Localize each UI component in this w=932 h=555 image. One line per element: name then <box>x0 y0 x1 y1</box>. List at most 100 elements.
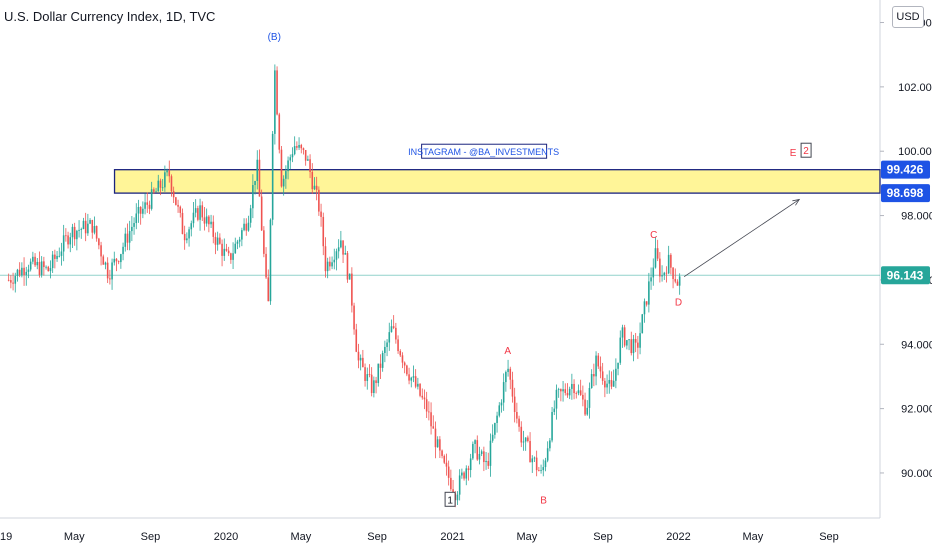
candle-body <box>219 237 221 244</box>
candle-body <box>311 171 314 190</box>
candle-body <box>373 380 375 394</box>
candle-body <box>615 368 617 381</box>
candle-body <box>643 301 646 315</box>
candle-body <box>397 339 399 352</box>
x-tick-label: May <box>516 531 537 543</box>
candle-body <box>670 254 672 268</box>
candle-body <box>458 475 461 495</box>
candle-body <box>230 253 232 260</box>
candle-body <box>388 332 391 343</box>
candle-body <box>54 254 56 259</box>
candle-body <box>560 389 562 392</box>
candle-body <box>582 394 584 400</box>
candle-body <box>498 405 501 416</box>
candle-body <box>65 235 67 237</box>
candle-body <box>500 402 503 406</box>
candle-body <box>247 222 250 231</box>
candle-body <box>320 211 322 217</box>
candle-body <box>131 226 133 232</box>
candle-body <box>535 457 538 471</box>
candle-body <box>212 221 215 237</box>
candle-body <box>419 383 421 396</box>
candle-body <box>575 393 578 394</box>
candle-body <box>612 380 615 387</box>
candle-body <box>216 237 219 245</box>
candle-body <box>329 261 331 267</box>
candle-body <box>29 261 32 270</box>
candle-body <box>597 355 600 367</box>
candle-body <box>623 327 626 346</box>
candle-body <box>626 340 628 346</box>
candle-body <box>676 281 679 286</box>
candle-body <box>414 376 417 387</box>
candle-body <box>135 213 138 224</box>
candle-body <box>38 261 41 275</box>
candle-body <box>249 208 252 223</box>
candle-body <box>337 247 340 252</box>
candle-body <box>56 255 58 259</box>
candle-body <box>324 246 327 272</box>
candle-body <box>265 253 267 278</box>
candle-body <box>313 185 316 190</box>
x-tick-label: 2021 <box>440 531 464 543</box>
candle-body <box>621 327 624 338</box>
candle-body <box>513 396 516 413</box>
candle-body <box>87 223 89 234</box>
x-tick-label: May <box>742 531 763 543</box>
candle-body <box>557 389 560 390</box>
candle-body <box>256 159 259 181</box>
candle-body <box>439 439 441 451</box>
watermark: INSTAGRAM - @BA_INVESTMENTS <box>408 147 559 157</box>
candle-body <box>67 235 69 245</box>
candle-body <box>630 339 633 354</box>
candle-body <box>260 196 263 231</box>
x-tick-label: Sep <box>367 531 387 543</box>
candle-body <box>516 412 518 419</box>
candle-body <box>665 272 668 274</box>
candle-body <box>340 240 342 248</box>
candle-body <box>379 363 382 368</box>
candle-body <box>348 273 351 280</box>
candle-body <box>243 223 245 231</box>
candle-body <box>645 301 648 305</box>
candle-body <box>472 443 474 459</box>
zone-upper-tag: 99.426 <box>887 163 924 177</box>
candle-body <box>146 202 149 205</box>
candle-body <box>641 314 644 334</box>
candle-body <box>203 217 206 224</box>
candle-body <box>113 258 116 263</box>
candle-body <box>469 458 472 471</box>
candle-body <box>276 70 278 115</box>
candle-body <box>25 271 28 275</box>
candle-body <box>579 390 582 395</box>
candle-body <box>298 145 300 148</box>
currency-button[interactable]: USD <box>892 6 924 28</box>
candle-body <box>318 189 320 212</box>
supply-zone[interactable] <box>113 169 881 194</box>
candle-body <box>252 185 254 209</box>
candle-body <box>109 278 111 280</box>
candle-body <box>122 246 124 255</box>
candle-body <box>511 379 514 397</box>
y-tick-label: 94.000 <box>901 339 932 351</box>
candle-body <box>346 253 349 280</box>
candle-body <box>366 374 369 381</box>
candle-body <box>428 411 430 413</box>
candle-body <box>23 267 25 275</box>
candle-body <box>566 392 569 396</box>
candle-body <box>296 146 298 148</box>
candle-body <box>628 339 630 341</box>
candle-body <box>333 259 336 263</box>
candle-body <box>164 172 166 188</box>
candle-body <box>447 466 450 478</box>
candle-body <box>562 389 564 392</box>
candle-body <box>194 208 197 213</box>
candle-body <box>137 206 140 214</box>
candle-body <box>106 262 109 279</box>
candle-body <box>269 219 272 302</box>
candle-body <box>60 251 63 256</box>
candle-body <box>84 220 87 234</box>
candle-body <box>364 367 366 381</box>
